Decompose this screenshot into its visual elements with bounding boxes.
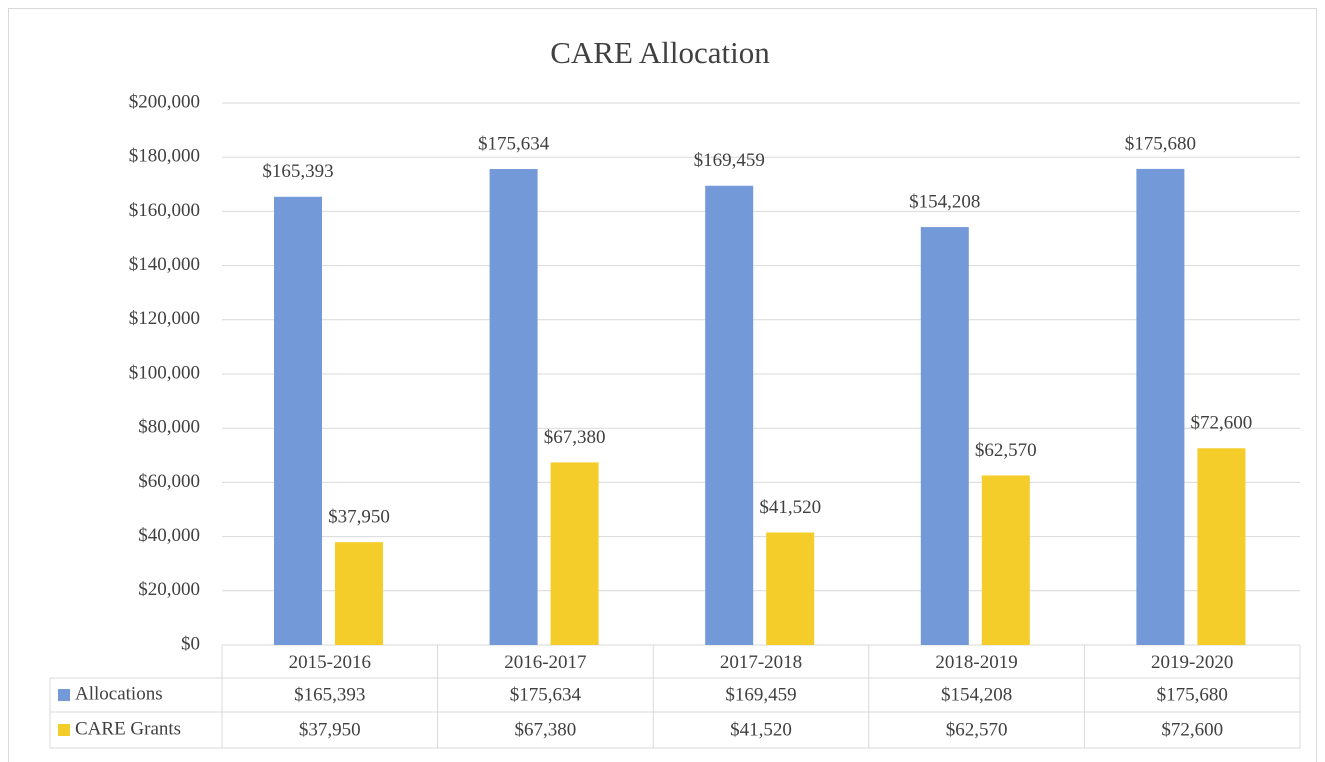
legend-label: Allocations [75,683,163,704]
data-label: $165,393 [262,161,333,182]
y-tick-label: $60,000 [138,471,200,492]
table-cell: $72,600 [1161,719,1223,740]
data-label: $72,600 [1191,413,1253,434]
bar [766,532,815,645]
legend-label: CARE Grants [75,718,181,739]
legend-key [58,689,70,701]
bar [1197,448,1246,645]
x-tick-label: 2017-2018 [720,652,802,673]
x-tick-label: 2015-2016 [289,652,371,673]
bar [274,196,322,645]
y-tick-label: $0 [181,633,200,654]
y-tick-label: $100,000 [129,362,200,383]
x-tick-label: 2016-2017 [504,652,586,673]
y-tick-label: $140,000 [129,254,200,275]
table-cell: $62,570 [946,719,1008,740]
data-label: $67,380 [544,427,606,448]
bar [920,227,969,645]
table-cell: $175,634 [510,684,582,705]
table-cell: $37,950 [299,719,361,740]
table-cell: $165,393 [294,684,365,705]
table-cell: $41,520 [730,719,792,740]
x-tick-label: 2018-2019 [935,652,1017,673]
data-label: $154,208 [909,191,980,212]
data-label: $175,634 [478,133,550,154]
bar [981,475,1030,645]
bar [705,185,754,645]
table-cell: $169,459 [725,684,796,705]
data-label: $175,680 [1125,133,1196,154]
y-tick-label: $120,000 [129,308,200,329]
data-label: $62,570 [975,440,1037,461]
table-cell: $175,680 [1157,684,1228,705]
y-tick-label: $40,000 [138,525,200,546]
chart-title: CARE Allocation [550,35,770,70]
bar [550,462,599,645]
bar [335,542,383,645]
table-cell: $154,208 [941,684,1012,705]
data-label: $37,950 [328,507,390,528]
y-tick-label: $80,000 [138,417,200,438]
data-label: $41,520 [759,497,821,518]
legend-key [58,724,70,736]
bar [489,169,538,645]
x-tick-label: 2019-2020 [1151,652,1233,673]
y-tick-label: $180,000 [129,146,200,167]
data-label: $169,459 [694,150,765,171]
bar [1136,168,1185,645]
y-tick-label: $20,000 [138,579,200,600]
y-tick-label: $160,000 [129,200,200,221]
chart-border [8,8,1317,762]
y-tick-label: $200,000 [129,91,200,112]
table-cell: $67,380 [515,719,577,740]
